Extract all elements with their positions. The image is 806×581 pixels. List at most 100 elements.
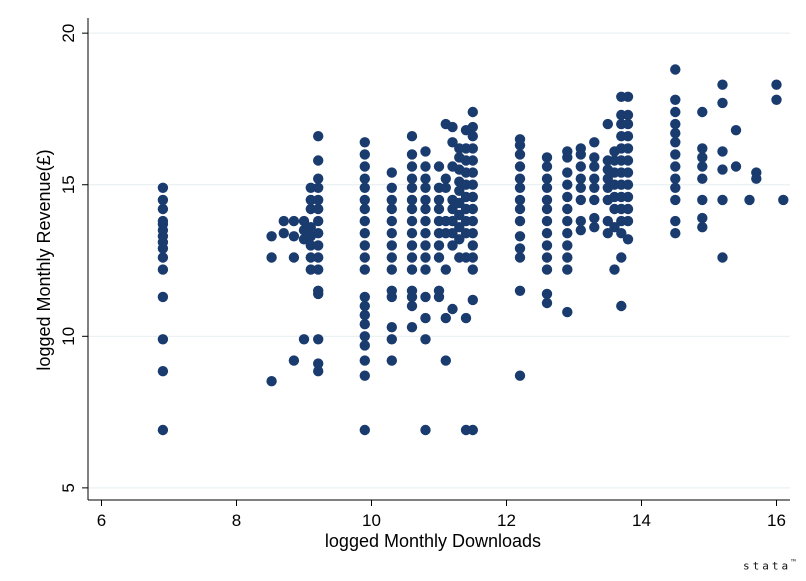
scatter-point [313,366,324,377]
scatter-point [670,137,681,148]
scatter-point [541,288,553,300]
scatter-point [433,194,445,206]
scatter-point [433,203,445,215]
scatter-point [359,194,370,206]
scatter-point [670,106,681,118]
scatter-point [697,173,708,184]
scatter-point [420,161,431,172]
scatter-point [420,215,431,227]
y-tick-label: 15 [59,175,78,194]
scatter-point [386,203,397,215]
scatter-point [514,243,526,254]
scatter-point [514,203,526,215]
scatter-point [305,240,316,251]
scatter-point [288,231,300,242]
stata-logo: stata™ [743,558,796,573]
scatter-point [514,285,526,296]
scatter-point [447,203,458,215]
scatter-point [298,215,310,227]
scatter-point [406,131,418,142]
scatter-point [359,203,370,215]
scatter-point [157,194,169,206]
scatter-point [541,173,553,184]
scatter-point [386,194,397,206]
scatter-point [440,355,451,366]
scatter-point [288,252,300,263]
scatter-point [460,312,472,324]
scatter-point [420,146,431,157]
scatter-point [305,264,316,275]
scatter-point [616,252,627,263]
stata-logo-text: stata [743,560,792,573]
scatter-point [730,161,742,172]
scatter-point [433,285,445,296]
scatter-point [454,197,465,209]
scatter-point [514,161,526,172]
scatter-point [359,173,370,184]
scatter-point [313,155,324,166]
scatter-point [157,424,169,436]
scatter-point [157,264,169,275]
scatter-point [589,152,600,163]
scatter-point [467,240,478,251]
scatter-point [278,215,289,227]
scatter-point [622,215,634,227]
scatter-point [670,173,681,184]
scatter-point [386,215,397,227]
scatter-point [467,424,478,436]
scatter-point [589,173,600,184]
scatter-point [670,228,681,239]
scatter-point [562,240,573,251]
scatter-point [305,194,316,206]
scatter-point [589,222,600,233]
scatter-point [514,252,526,263]
scatter-point [467,252,478,263]
tick-labels: 6 8 10 12 14 16 5 10 15 20 [59,24,786,530]
scatter-point [313,203,324,215]
scatter-point [433,240,445,251]
scatter-point [386,252,397,263]
scatter-point [467,143,478,154]
scatter-point [157,252,169,263]
scatter-point [440,264,451,275]
scatter-point [386,182,397,193]
scatter-point [406,194,418,206]
scatter-point [266,231,277,242]
scatter-point [359,215,370,227]
scatter-point [467,106,478,118]
scatter-point [589,182,600,193]
scatter-point [622,203,634,215]
scatter-point [514,370,526,381]
scatter-point [717,252,728,263]
scatter-point [313,285,324,296]
scatter-point [717,97,728,109]
scatter-point [288,215,300,227]
scatter-point [575,161,586,172]
scatter-point [670,94,681,106]
scatter-point [467,264,478,275]
scatter-point [406,149,418,160]
scatter-point [313,173,324,184]
scatter-point [467,294,478,306]
scatter-point [602,228,613,239]
scatter-point [406,173,418,184]
scatter-point [562,252,573,263]
scatter-point [386,228,397,239]
scatter-point [447,240,458,251]
scatter-point [359,370,370,381]
scatter-point [697,106,708,118]
scatter-point [298,334,310,345]
scatter-point [541,215,553,227]
scatter-point [305,203,316,215]
scatter-point [406,300,418,312]
scatter-point [467,131,478,142]
scatter-point [697,212,708,224]
scatter-point [313,358,324,369]
scatter-point [420,194,431,206]
scatter-point [622,167,634,178]
x-tick-label: 6 [97,511,106,530]
scatter-point [514,182,526,193]
data-points [157,64,789,436]
